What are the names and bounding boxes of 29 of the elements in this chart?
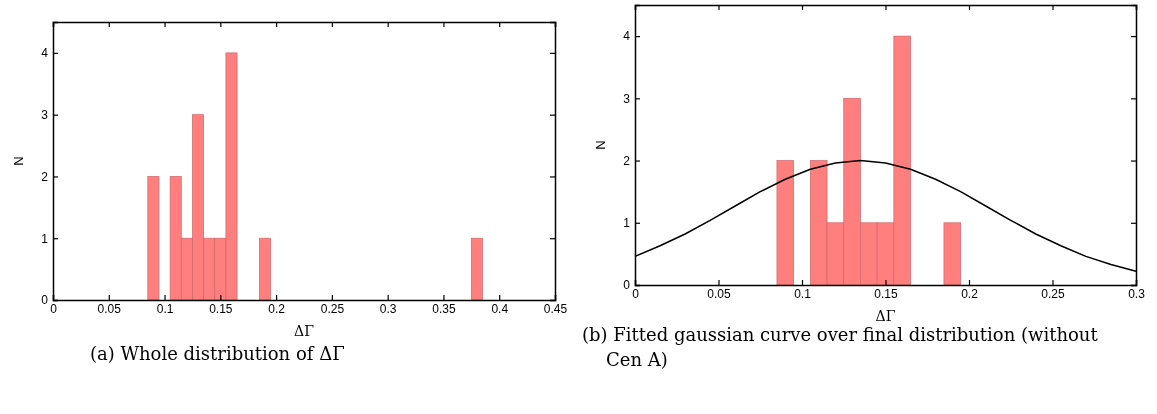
x-axis-title: ΔΓ [875, 308, 896, 324]
x-axis-title: ΔΓ [294, 323, 315, 339]
y-tick-label: 4 [41, 46, 49, 61]
y-tick-label: 4 [623, 29, 631, 44]
y-tick-label: 3 [41, 108, 49, 123]
x-tick-label: 0.15 [209, 301, 233, 316]
x-tick-label: 0.2 [961, 286, 979, 301]
text: (a) Whole distribution of ΔΓ [90, 343, 345, 364]
y-tick-label: 1 [41, 231, 49, 246]
y-tick-label: 2 [41, 169, 49, 184]
text: (b) Fitted gaussian curve over final distribution (without Cen A) [582, 324, 1099, 370]
x-tick-label: 0.45 [543, 301, 568, 316]
x-tick-label: 0.4 [491, 301, 509, 316]
x-tick-label: 0.25 [320, 301, 345, 316]
y-tick-label: 1 [623, 216, 631, 231]
x-tick-label: 0.1 [156, 301, 174, 316]
x-tick-label: 0.1 [794, 286, 812, 301]
y-tick-label: 2 [623, 153, 631, 168]
y-axis-title: N [593, 140, 608, 150]
x-tick-label: 0.05 [707, 286, 731, 301]
x-tick-label: 0.3 [379, 301, 397, 316]
y-tick-label: 3 [623, 91, 631, 106]
x-tick-label: 0.2 [268, 301, 286, 316]
x-tick-label: 0.15 [874, 286, 898, 301]
x-tick-label: 0.05 [97, 301, 122, 316]
x-tick-label: 0.3 [1128, 286, 1146, 301]
y-axis-title: N [11, 156, 26, 166]
x-tick-label: 0.35 [432, 301, 456, 316]
x-tick-label: 0.25 [1041, 286, 1065, 301]
